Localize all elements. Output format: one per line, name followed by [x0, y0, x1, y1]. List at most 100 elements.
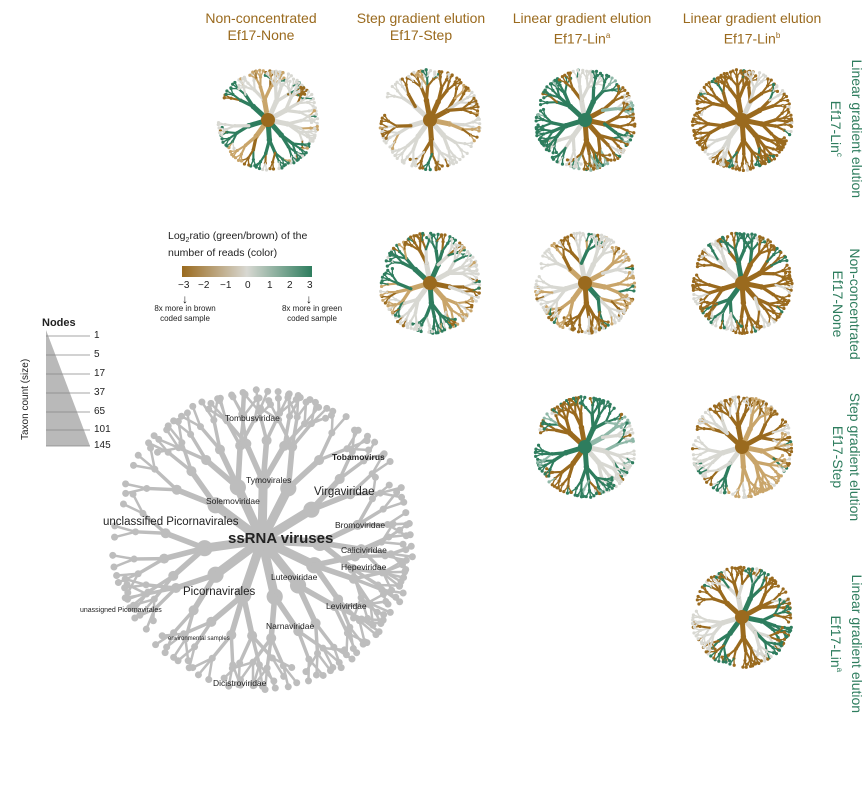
- tree-edge: [380, 588, 405, 595]
- heat-tree-node: [705, 480, 709, 484]
- heat-tree-node: [730, 163, 734, 168]
- heat-tree-node: [285, 79, 289, 83]
- heat-tree-node: [708, 156, 712, 160]
- heat-tree-node: [608, 404, 612, 409]
- heat-tree-node: [545, 467, 549, 471]
- heat-tree-node: [562, 401, 566, 405]
- tree-node: [408, 553, 416, 561]
- heat-tree-edge: [767, 463, 777, 473]
- heat-tree-node: [401, 324, 405, 328]
- heat-tree-node: [583, 395, 587, 399]
- heat-tree-node: [477, 129, 481, 133]
- heat-tree-node: [748, 167, 753, 171]
- heat-tree-edge: [556, 86, 561, 99]
- heat-tree-edge: [541, 449, 553, 456]
- tree-node: [329, 407, 337, 415]
- tree-edge: [251, 663, 261, 687]
- heat-tree-edge: [285, 122, 301, 134]
- tree-node: [304, 677, 312, 685]
- tree-edge: [122, 502, 145, 515]
- heat-tree-node: [742, 232, 746, 236]
- tree-edge: [144, 583, 178, 590]
- tree-node: [274, 388, 282, 396]
- heat-tree-node: [782, 92, 786, 96]
- heat-tree-node: [691, 123, 695, 127]
- heat-tree-node: [764, 402, 768, 406]
- tree-node: [122, 489, 130, 497]
- heat-tree-node: [576, 330, 581, 334]
- heat-tree-edge: [753, 80, 763, 90]
- heat-tree-node: [781, 145, 785, 149]
- heat-tree-root: [578, 440, 592, 454]
- tree-node: [363, 639, 371, 647]
- tree-edge: [310, 407, 329, 425]
- heat-tree-node: [464, 313, 468, 317]
- heat-tree-node: [237, 86, 241, 91]
- heat-tree-node: [626, 302, 630, 306]
- heat-tree-node: [628, 138, 633, 142]
- heat-tree-node: [610, 245, 614, 250]
- heat-tree-node: [380, 279, 384, 283]
- tree-edge: [348, 491, 383, 496]
- heat-tree-node: [610, 322, 614, 326]
- heat-tree-edge: [735, 138, 746, 155]
- heat-tree-node: [768, 484, 773, 489]
- heat-tree-edge: [447, 251, 459, 257]
- heat-tree-edge: [461, 128, 472, 137]
- heat-tree-node: [388, 145, 392, 149]
- heat-tree-node: [787, 270, 792, 274]
- heat-tree-edge: [546, 298, 559, 304]
- heat-tree-node: [466, 249, 470, 254]
- heat-tree: [690, 395, 794, 499]
- heat-tree-node: [782, 142, 786, 146]
- heat-tree-edge: [704, 422, 715, 431]
- heat-tree-node: [619, 412, 624, 416]
- heat-tree-node: [627, 95, 631, 100]
- tree-edge: [231, 663, 242, 687]
- heat-tree-edge: [736, 413, 746, 429]
- heat-tree-edge: [707, 469, 720, 473]
- heat-tree-edge: [710, 469, 720, 479]
- heat-tree-node: [782, 306, 786, 311]
- heat-tree-node: [771, 578, 775, 583]
- heat-tree-node: [542, 96, 546, 100]
- tree-node: [323, 404, 331, 412]
- tree-edge: [332, 604, 350, 635]
- heat-tree-node: [547, 316, 551, 320]
- heat-tree-edge: [748, 587, 762, 601]
- heat-tree-node: [542, 143, 546, 147]
- heat-tree-node: [428, 168, 432, 172]
- heat-tree-node: [431, 233, 435, 237]
- tree-edge: [230, 393, 244, 416]
- tree-edge: [355, 507, 385, 527]
- tree-edge: [311, 553, 358, 569]
- heat-tree-node: [388, 253, 392, 257]
- comparison-tree-grid: [216, 68, 794, 669]
- tree-node: [386, 458, 394, 466]
- tree-node: [154, 448, 162, 456]
- heat-tree-node: [691, 283, 695, 288]
- tree-node: [111, 533, 119, 541]
- heat-tree-node: [764, 406, 768, 410]
- tree-edge: [351, 428, 356, 453]
- heat-tree-node: [560, 162, 565, 166]
- heat-tree-node: [470, 141, 474, 145]
- heat-tree-edge: [736, 402, 741, 415]
- heat-tree-edge: [707, 283, 725, 291]
- heat-tree-edge: [739, 301, 746, 319]
- heat-tree-node: [580, 400, 584, 404]
- heat-tree-node: [706, 152, 710, 156]
- heat-tree-node: [763, 240, 767, 244]
- heat-tree-node: [788, 274, 792, 278]
- heat-tree-node: [721, 236, 725, 240]
- heat-tree-node: [693, 457, 698, 461]
- heat-tree-node: [789, 440, 793, 444]
- heat-tree-edge: [615, 440, 628, 446]
- heat-tree-node: [453, 317, 457, 321]
- heat-tree-node: [419, 329, 423, 334]
- heat-tree-node: [547, 474, 551, 478]
- heat-tree-node: [436, 232, 440, 236]
- heat-tree-node: [458, 241, 462, 245]
- heat-tree-node: [437, 70, 441, 74]
- heat-tree-edge: [724, 79, 732, 91]
